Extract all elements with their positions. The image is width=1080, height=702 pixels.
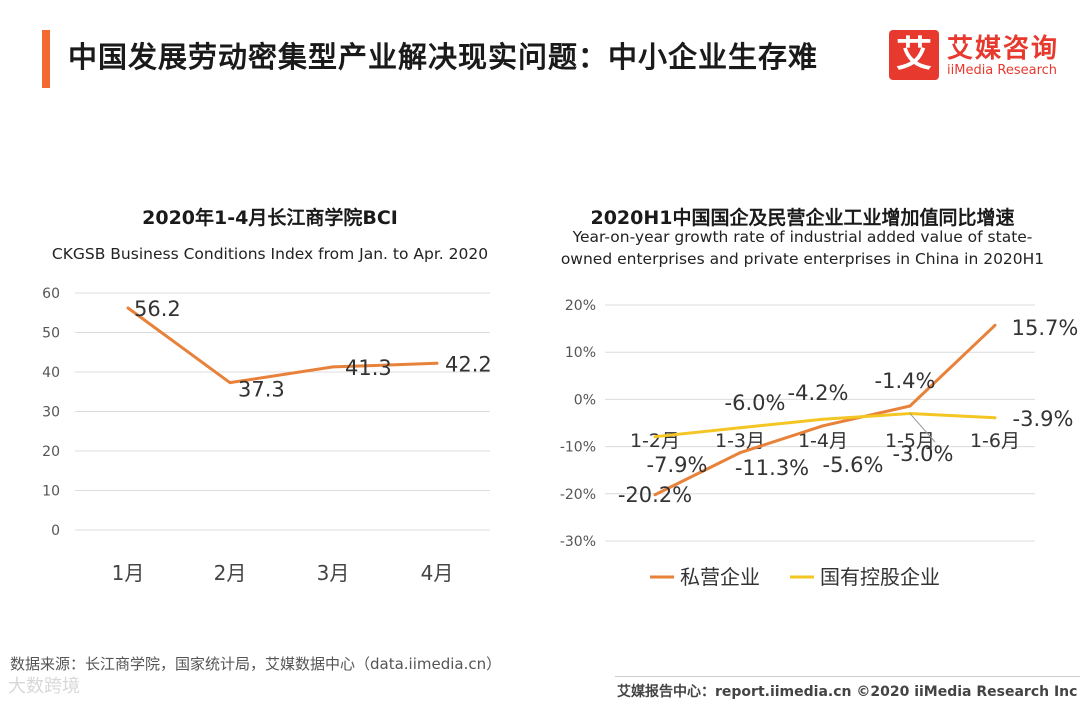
bci-data-point [331, 365, 335, 369]
growth-data-point [821, 417, 825, 421]
growth-data-label: -1.4% [875, 369, 936, 393]
growth-x-tick-label: 1-2月 [630, 430, 680, 452]
footer-credit: 艾媒报告中心：report.iimedia.cn ©2020 iiMedia R… [617, 684, 1078, 700]
iimedia-logo: 艾 艾媒咨询 iiMedia Research [889, 30, 1069, 84]
bci-y-tick-label: 40 [42, 365, 60, 381]
growth-data-label: -4.2% [788, 381, 849, 405]
growth-data-label: -20.2% [618, 483, 692, 507]
growth-chart-subtitle-line-1: Year-on-year growth rate of industrial a… [572, 228, 1033, 246]
growth-data-point [993, 416, 997, 420]
growth-data-point [738, 451, 742, 455]
title-accent-bar [42, 30, 50, 88]
logo-mark: 艾 [889, 30, 939, 80]
growth-y-tick-label: -30% [560, 534, 596, 550]
bci-chart-title: 2020年1-4月长江商学院BCI [142, 207, 398, 229]
bci-x-tick-label: 3月 [317, 561, 350, 585]
logo-name-en: iiMedia Research [947, 63, 1058, 78]
growth-data-point [653, 435, 657, 439]
watermark-text: 大数跨境 [8, 676, 80, 697]
growth-x-tick-label: 1-5月 [885, 430, 935, 452]
bci-data-point [435, 361, 439, 365]
bci-chart-subtitle: CKGSB Business Conditions Index from Jan… [51, 245, 489, 263]
growth-data-point [908, 404, 912, 408]
growth-y-tick-label: -10% [560, 440, 596, 456]
growth-x-tick-label: 1-6月 [970, 430, 1020, 452]
growth-line-chart: 20% 10% 0% -10% -20% -30% 1-2月 1-3月 1-4月 1-5月 1-6月… [560, 298, 1079, 589]
logo-name-cn: 艾媒咨询 [947, 34, 1060, 64]
footer-divider [615, 676, 1080, 677]
bci-x-tick-label: 1月 [112, 561, 145, 585]
growth-data-point [993, 323, 997, 327]
bci-y-tick-label: 20 [42, 444, 60, 460]
bci-data-label: 41.3 [345, 356, 392, 380]
growth-data-label: -3.9% [1013, 407, 1074, 431]
bci-y-tick-label: 60 [42, 286, 60, 302]
growth-x-tick-label: 1-4月 [798, 430, 848, 452]
bci-data-label: 56.2 [134, 297, 181, 321]
bci-data-point [126, 306, 130, 310]
growth-legend-label: 国有控股企业 [820, 565, 940, 589]
growth-data-point [653, 493, 657, 497]
growth-legend-label: 私营企业 [680, 565, 760, 589]
growth-data-label: -7.9% [647, 453, 708, 477]
bci-data-label: 42.2 [445, 352, 492, 376]
bci-y-tick-label: 10 [42, 484, 60, 500]
bci-data-point [228, 381, 232, 385]
data-source: 数据来源：长江商学院，国家统计局，艾媒数据中心（data.iimedia.cn） [10, 655, 502, 673]
bci-data-label: 37.3 [238, 378, 285, 402]
bci-line-chart: 60 50 40 30 20 10 0 1月 2月 3月 4月 56.2 37.3 41.3 42.2 [42, 286, 492, 585]
growth-data-label: -11.3% [735, 456, 809, 480]
growth-y-tick-label: 0% [574, 392, 596, 408]
bci-x-tick-label: 2月 [214, 561, 247, 585]
growth-data-label: 15.7% [1012, 316, 1079, 340]
growth-chart-title: 2020H1中国国企及民营企业工业增加值同比增速 [590, 207, 1015, 229]
growth-y-tick-label: 20% [565, 298, 596, 314]
bci-y-tick-label: 30 [42, 405, 60, 421]
growth-label-leader-line [909, 413, 936, 443]
bci-y-tick-label: 0 [51, 523, 60, 539]
growth-data-label: -5.6% [823, 453, 884, 477]
growth-data-label: -3.0% [893, 442, 954, 466]
growth-y-tick-label: -20% [560, 487, 596, 503]
growth-chart-subtitle-line-2: owned enterprises and private enterprise… [560, 250, 1045, 268]
bci-series-line [127, 306, 438, 385]
page-title: 中国发展劳动密集型产业解决现实问题：中小企业生存难 [68, 40, 819, 74]
bci-x-tick-label: 4月 [421, 561, 454, 585]
growth-x-tick-label: 1-3月 [715, 430, 765, 452]
bci-y-tick-label: 50 [42, 326, 60, 342]
growth-chart-subtitle: Year-on-year growth rate of industrial a… [530, 226, 1075, 270]
growth-data-label: -6.0% [725, 391, 786, 415]
growth-data-point [821, 424, 825, 428]
growth-data-point [738, 426, 742, 430]
growth-y-tick-label: 10% [565, 345, 596, 361]
